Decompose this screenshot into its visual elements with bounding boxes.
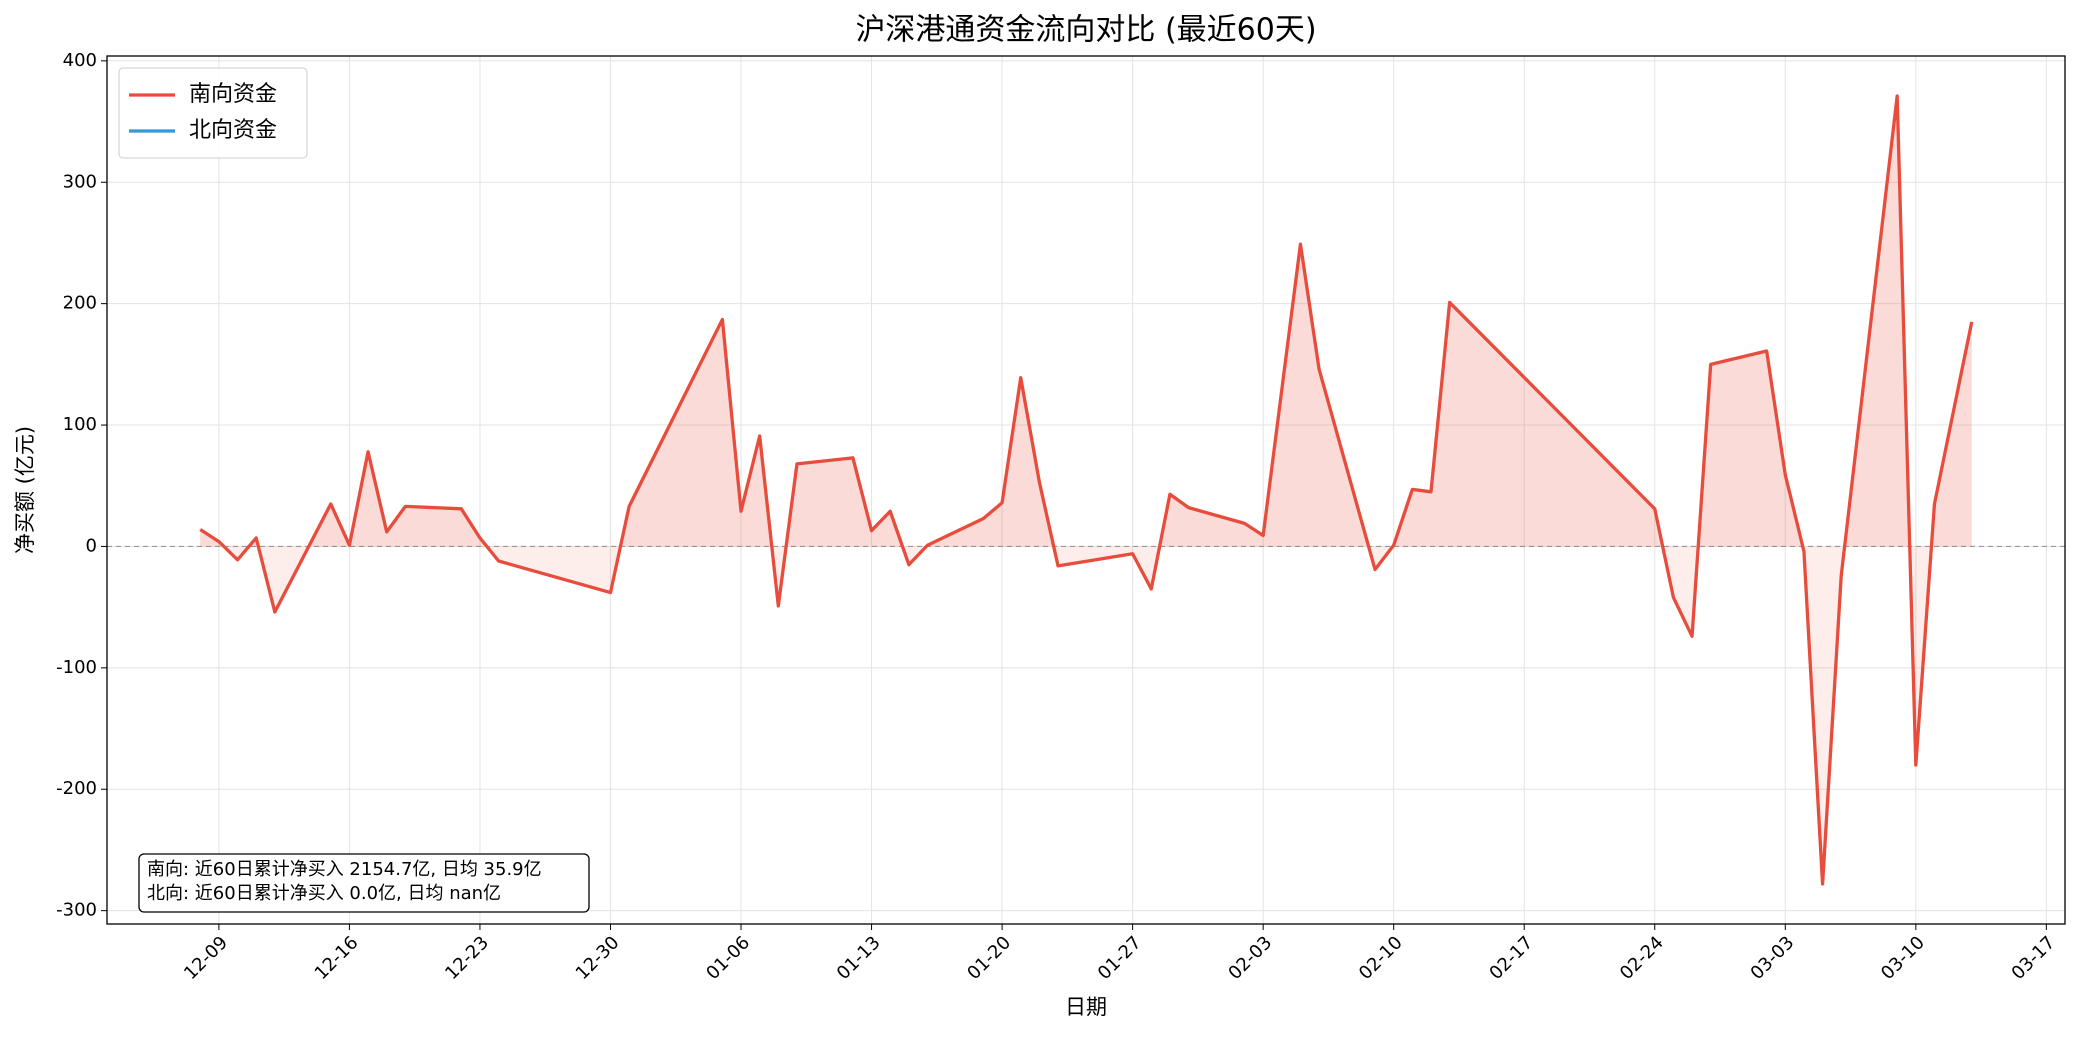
y-tick-label: -300	[56, 900, 97, 921]
x-tick-label: 12-23	[441, 932, 493, 984]
y-tick-label: 200	[63, 293, 97, 314]
x-tick-label: 03-17	[2008, 932, 2060, 984]
y-tick-label: -200	[56, 778, 97, 799]
x-tick-label: 12-16	[311, 932, 363, 984]
y-tick-label: 100	[63, 414, 97, 435]
x-tick-label: 01-06	[702, 932, 754, 984]
x-tick-label: 02-03	[1224, 932, 1276, 984]
x-tick-label: 03-03	[1747, 932, 1799, 984]
legend-box	[118, 67, 308, 159]
plot-frame	[106, 55, 2066, 925]
x-tick-label: 02-10	[1355, 932, 1407, 984]
x-tick-label: 02-24	[1616, 932, 1668, 984]
x-axis-label: 日期	[1065, 995, 1107, 1019]
y-tick-label: 0	[86, 535, 97, 556]
x-tick-label: 12-09	[180, 932, 232, 984]
annotation: 北向: 近60日累计净买入 0.0亿, 日均 nan亿	[147, 883, 501, 904]
x-tick-label: 01-20	[963, 932, 1015, 984]
y-tick-label: 300	[63, 171, 97, 192]
y-tick-label: 400	[63, 50, 97, 71]
x-tick-label: 03-10	[1877, 932, 1929, 984]
legend-label: 南向资金	[189, 82, 277, 107]
x-tick-label: 12-30	[572, 932, 624, 984]
chart-title: 沪深港通资金流向对比 (最近60天)	[855, 13, 1316, 48]
x-tick-label: 01-27	[1094, 932, 1146, 984]
legend-label: 北向资金	[189, 118, 277, 143]
x-tick-label: 01-13	[833, 932, 885, 984]
y-axis-label: 净买额 (亿元)	[13, 426, 37, 554]
y-tick-label: -100	[56, 657, 97, 678]
line	[199, 94, 1974, 886]
x-tick-label: 02-17	[1485, 932, 1537, 984]
annotation-box	[138, 853, 590, 913]
annotation: 南向: 近60日累计净买入 2154.7亿, 日均 35.9亿	[147, 859, 542, 880]
area-positive	[200, 96, 1972, 547]
